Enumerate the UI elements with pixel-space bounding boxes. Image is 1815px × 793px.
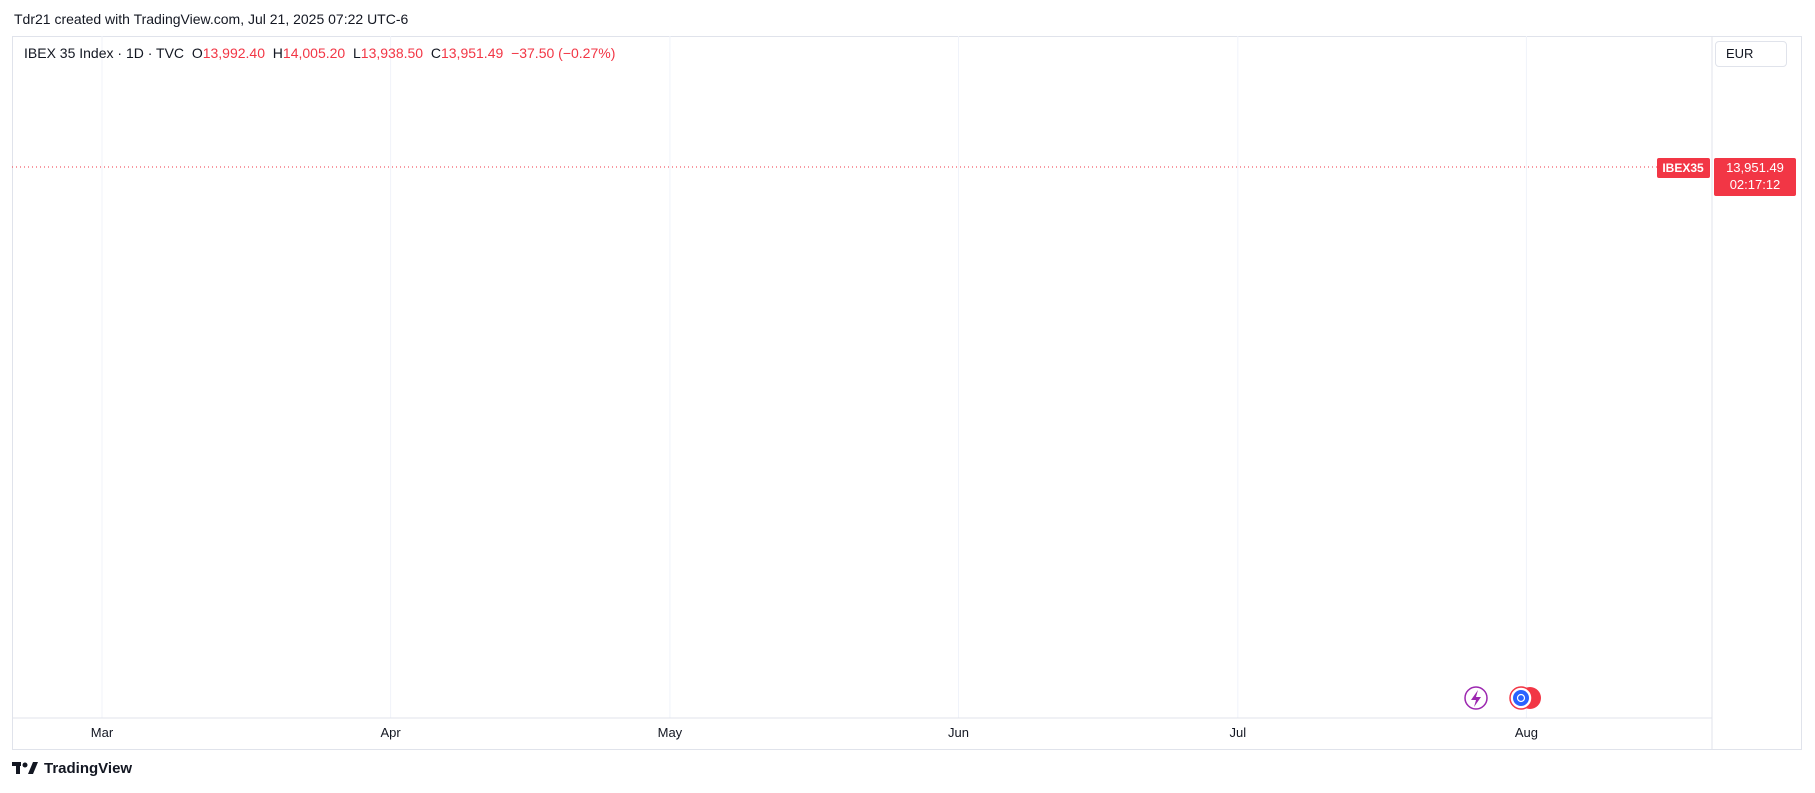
x-tick-label: Mar	[91, 725, 114, 740]
price-tag-symbol: IBEX35	[1657, 158, 1710, 178]
change-value: −37.50 (−0.27%)	[511, 45, 616, 61]
tradingview-footer[interactable]: TradingView	[12, 760, 132, 777]
open-label: O	[191, 45, 203, 61]
low-value: 13,938.50	[360, 45, 424, 61]
time-axis: Mar Apr May Jun Jul Aug	[91, 725, 1538, 740]
tradingview-brand: TradingView	[44, 760, 133, 777]
price-tag-price-text: 13,951.49	[1726, 160, 1784, 175]
price-tag-countdown-text: 02:17:12	[1730, 177, 1781, 192]
high-value: 14,005.20	[282, 45, 346, 61]
events-icon[interactable]	[1509, 686, 1541, 710]
chart-grid	[101, 36, 1527, 718]
chart-legend: IBEX 35 Index · 1D · TVC O13,992.40 H14,…	[24, 45, 615, 61]
x-tick-label: Jul	[1230, 725, 1247, 740]
x-tick-label: May	[658, 725, 683, 740]
tradingview-logo-icon	[12, 761, 38, 774]
open-value: 13,992.40	[202, 45, 265, 61]
close-value: 13,951.49	[440, 45, 504, 61]
x-tick-label: Jun	[948, 725, 969, 740]
lightning-icon[interactable]	[1464, 686, 1488, 710]
x-tick-label: Aug	[1515, 725, 1538, 740]
chart-frame	[12, 36, 1802, 750]
high-label: H	[272, 45, 283, 61]
chart-credit: Tdr21 created with TradingView.com, Jul …	[14, 11, 409, 27]
low-label: L	[352, 45, 361, 61]
symbol-label[interactable]: IBEX 35 Index · 1D · TVC	[24, 45, 185, 61]
currency-button[interactable]: EUR	[1715, 41, 1787, 67]
x-tick-label: Apr	[380, 725, 401, 740]
price-tag-symbol-text: IBEX35	[1662, 161, 1704, 175]
close-label: C	[430, 45, 441, 61]
price-tag-last: 13,951.49 02:17:12	[1714, 158, 1796, 196]
